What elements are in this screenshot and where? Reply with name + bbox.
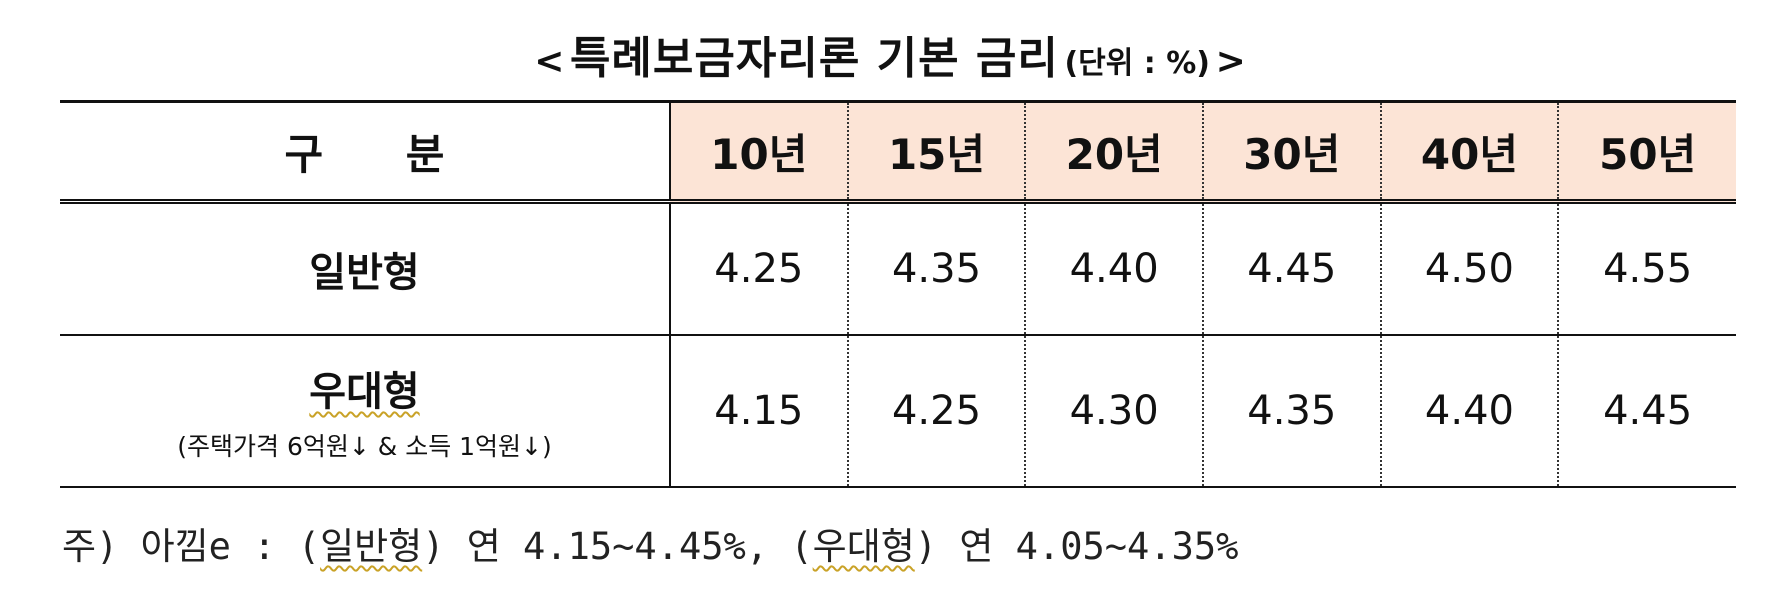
- table-row: 우대형 (주택가격 6억원↓ & 소득 1억원↓) 4.15 4.25 4.30…: [60, 334, 1736, 488]
- rate-cell: 4.40: [1025, 199, 1204, 335]
- rate-cell: 4.35: [847, 199, 1027, 335]
- header-category-label: 구 분: [60, 100, 671, 202]
- rate-cell: 4.40: [1380, 334, 1560, 488]
- rate-cell: 4.35: [1202, 334, 1382, 488]
- header-term: 10년: [670, 100, 849, 202]
- table-row: 일반형 4.25 4.35 4.40 4.45 4.50 4.55: [60, 199, 1736, 335]
- row-name-general: 일반형: [60, 199, 671, 335]
- row-name-preferred-condition: (주택가격 6억원↓ & 소득 1억원↓): [177, 432, 552, 461]
- header-term: 15년: [847, 100, 1027, 202]
- rate-cell: 4.15: [670, 334, 849, 488]
- rate-cell: 4.25: [670, 199, 849, 335]
- rate-table: 구 분 10년 15년 20년 30년 40년 50년 일반형 4.25 4.3…: [60, 100, 1736, 488]
- row-name-preferred-cell: 우대형 (주택가격 6억원↓ & 소득 1억원↓): [60, 334, 671, 488]
- rate-cell: 4.30: [1025, 334, 1204, 488]
- rate-cell: 4.50: [1380, 199, 1560, 335]
- title-close-bracket: >: [1215, 41, 1246, 82]
- footnote-type-preferred: 우대형: [812, 525, 915, 568]
- rate-cell: 4.45: [1558, 334, 1736, 488]
- row-name-preferred: 우대형: [309, 369, 420, 415]
- rate-cell: 4.25: [847, 334, 1027, 488]
- table-title: < 특례보금자리론 기본 금리 (단위 : %) >: [0, 22, 1780, 86]
- footnote-range-preferred: ) 연 4.05~4.35%: [914, 525, 1239, 568]
- footnote-type-general: 일반형: [320, 525, 423, 568]
- header-row: 구 분 10년 15년 20년 30년 40년 50년: [60, 100, 1736, 202]
- title-open-bracket: <: [534, 41, 565, 82]
- title-unit: (단위 : %): [1064, 46, 1211, 81]
- rate-cell: 4.55: [1558, 199, 1736, 335]
- title-main: 특례보금자리론 기본 금리: [569, 33, 1059, 84]
- header-term: 50년: [1558, 100, 1736, 202]
- header-term: 30년: [1202, 100, 1382, 202]
- footnote-prefix: 주) 아낌e : (: [62, 525, 321, 568]
- footnote: 주) 아낌e : (일반형) 연 4.15~4.45%, (우대형) 연 4.0…: [62, 516, 1238, 570]
- header-term: 40년: [1380, 100, 1560, 202]
- header-term: 20년: [1025, 100, 1204, 202]
- footnote-range-general: ) 연 4.15~4.45%, (: [422, 525, 813, 568]
- rate-cell: 4.45: [1202, 199, 1382, 335]
